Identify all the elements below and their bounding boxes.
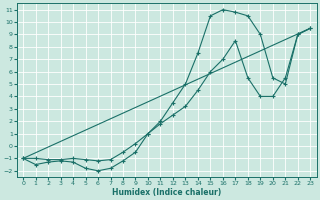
X-axis label: Humidex (Indice chaleur): Humidex (Indice chaleur) bbox=[112, 188, 221, 197]
